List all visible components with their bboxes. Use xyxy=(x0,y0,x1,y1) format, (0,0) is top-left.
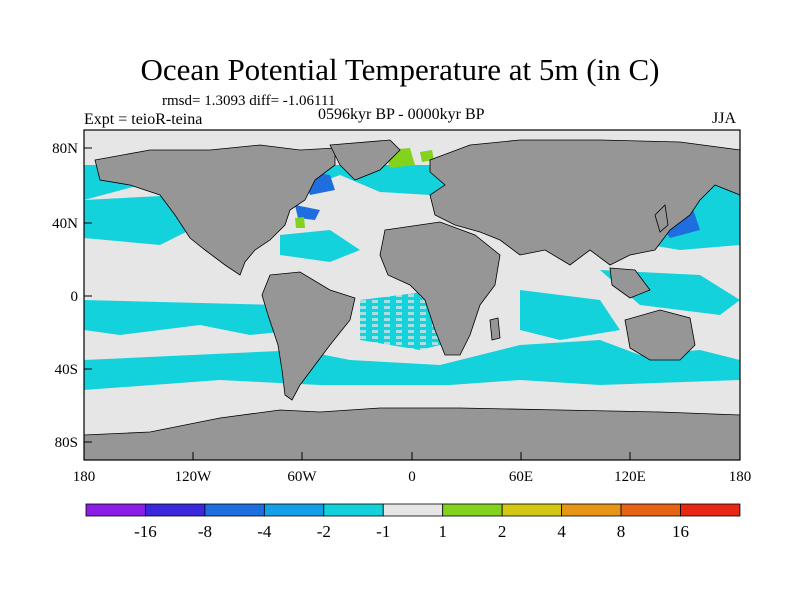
y-axis xyxy=(84,147,92,443)
colorbar-label: 2 xyxy=(498,522,507,541)
japan xyxy=(654,204,669,233)
experiment-label: Expt = teioR-teina xyxy=(84,111,203,128)
map-title: Ocean Potential Temperature at 5m (in C) xyxy=(140,52,660,87)
period-label: 0596kyr BP - 0000kyr BP xyxy=(318,106,485,123)
y-tick-label: 80S xyxy=(55,435,78,451)
colorbar-label: -2 xyxy=(317,522,331,541)
colorbar-swatch xyxy=(85,503,146,517)
colorbar-swatch xyxy=(204,503,265,517)
y-tick-label: 80N xyxy=(52,141,78,157)
colorbar-swatch xyxy=(442,503,503,517)
y-tick-label: 40S xyxy=(55,362,78,378)
southeast-asia xyxy=(609,267,651,299)
x-axis xyxy=(83,452,741,460)
australia xyxy=(624,309,696,361)
y-tick-label: 0 xyxy=(71,289,79,305)
colorbar-swatch xyxy=(501,503,562,517)
colorbar-label: 4 xyxy=(557,522,566,541)
colorbar-swatch xyxy=(680,503,741,517)
y-tick-label: 40N xyxy=(52,216,78,232)
colorbar-label: -16 xyxy=(134,522,157,541)
colorbar-label: -4 xyxy=(257,522,272,541)
africa xyxy=(379,221,501,356)
x-tick-label: 60E xyxy=(509,469,533,485)
x-tick-label: 120W xyxy=(175,469,213,485)
x-tick-label: 180 xyxy=(73,469,96,485)
season-label: JJA xyxy=(712,110,737,127)
colorbar-label: 16 xyxy=(672,522,689,541)
colorbar-swatch xyxy=(323,503,384,517)
x-tick-label: 180 xyxy=(729,469,752,485)
x-tick-label: 0 xyxy=(408,469,416,485)
colorbar-label: 8 xyxy=(617,522,626,541)
land-masses xyxy=(83,139,741,461)
x-tick-label: 60W xyxy=(287,469,317,485)
colorbar-swatch xyxy=(561,503,622,517)
colorbar-swatch xyxy=(620,503,681,517)
x-tick-label: 120E xyxy=(614,469,646,485)
madagascar xyxy=(489,317,501,341)
colorbar-swatch xyxy=(263,503,325,517)
north-america xyxy=(94,144,336,276)
colorbar-label: 1 xyxy=(438,522,447,541)
colorbar xyxy=(85,503,741,517)
greenland xyxy=(329,139,401,181)
map-plot-area xyxy=(83,129,741,461)
south-america xyxy=(261,271,356,401)
colorbar-label: -1 xyxy=(376,522,390,541)
eurasia xyxy=(429,139,741,266)
colorbar-swatch xyxy=(382,503,444,517)
colorbar-swatch xyxy=(145,503,206,517)
stats-label: rmsd= 1.3093 diff= -1.06111 xyxy=(162,93,336,109)
colorbar-label: -8 xyxy=(198,522,212,541)
